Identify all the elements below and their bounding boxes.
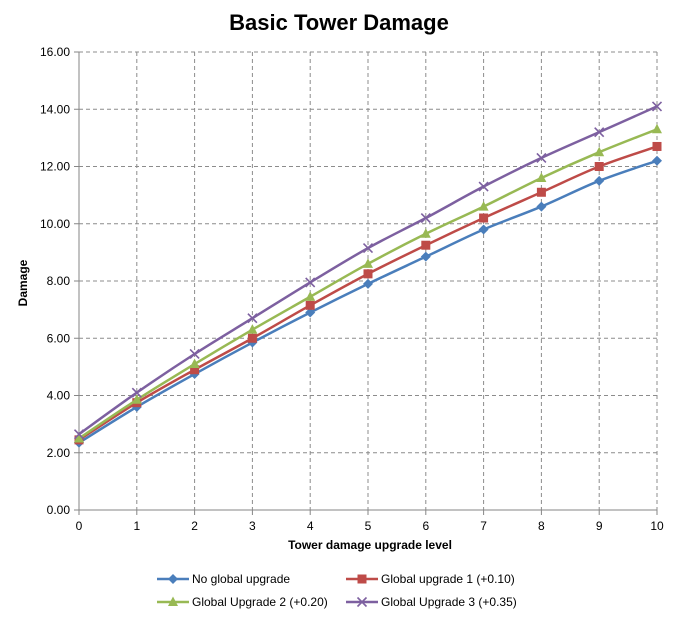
data-point: [536, 172, 547, 182]
legend-marker: [357, 574, 367, 584]
tick-labels: 0.00 2.00 4.00 6.00 8.00 10.00 12.00 14.00 16.00…: [40, 45, 664, 533]
data-point: [247, 333, 257, 343]
x-tick-label: 5: [365, 519, 372, 533]
x-marker-stroke: [73, 429, 85, 440]
data-point: [479, 213, 489, 223]
data-point: [247, 324, 258, 334]
data-point: [305, 307, 316, 318]
data-point: [478, 181, 489, 192]
y-tick-label: 10.00: [40, 217, 70, 231]
data-point: [363, 278, 373, 289]
data-point: [594, 127, 605, 138]
legend-label: Global upgrade 1 (+0.10): [381, 572, 515, 586]
x-tick-label: 1: [133, 519, 140, 533]
legend-item: Global upgrade 1 (+0.10): [346, 572, 515, 586]
x-marker-stroke: [420, 212, 431, 224]
data-point: [363, 269, 373, 279]
data-point: [189, 358, 200, 369]
x-tick-label: 0: [76, 519, 83, 533]
legend-marker: [168, 596, 178, 606]
series-line: [78, 159, 658, 444]
legend-item: Global Upgrade 2 (+0.20): [157, 595, 328, 609]
x-tick-label: 6: [422, 519, 429, 533]
series-group: [73, 101, 663, 448]
x-tick-label: 10: [650, 519, 664, 533]
data-point: [478, 224, 489, 235]
series-3: [74, 123, 662, 443]
data-point: [594, 162, 604, 171]
y-tick-label: 0.00: [47, 503, 71, 517]
data-point: [363, 258, 373, 268]
data-point: [420, 228, 431, 238]
y-tick-label: 12.00: [40, 160, 70, 174]
x-tick-label: 3: [249, 519, 256, 533]
legend: No global upgrade Global upgrade 1 (+0.10…: [157, 572, 517, 609]
data-point: [305, 300, 315, 310]
data-point: [478, 201, 489, 211]
x-tick-label: 4: [307, 519, 314, 533]
series-4: [73, 101, 663, 440]
data-point: [536, 152, 547, 163]
data-point: [420, 251, 431, 262]
data-point: [536, 201, 547, 212]
data-point: [652, 123, 662, 134]
legend-item: Global Upgrade 3 (+0.35): [346, 595, 517, 609]
y-axis-title: Damage: [16, 259, 30, 306]
legend-item: No global upgrade: [157, 572, 290, 586]
x-marker-stroke: [131, 387, 142, 398]
legend-label: No global upgrade: [192, 572, 290, 586]
legend-label: Global Upgrade 3 (+0.35): [381, 595, 517, 609]
x-marker-stroke: [594, 127, 605, 138]
x-marker-stroke: [651, 101, 663, 112]
x-tick-label: 9: [596, 519, 603, 533]
data-point: [74, 432, 84, 443]
x-marker-stroke: [305, 277, 316, 288]
data-point: [594, 146, 605, 157]
x-marker-stroke: [247, 313, 258, 324]
data-point: [305, 277, 316, 288]
y-tick-label: 16.00: [40, 45, 70, 59]
chart-title: Basic Tower Damage: [229, 10, 449, 35]
data-point: [420, 212, 431, 224]
data-point: [652, 155, 662, 166]
y-tick-label: 6.00: [47, 331, 71, 345]
y-tick-label: 14.00: [40, 102, 70, 116]
data-point: [305, 291, 316, 301]
x-marker-stroke: [189, 348, 200, 360]
x-tick-label: 2: [191, 519, 198, 533]
x-marker-stroke: [362, 243, 374, 254]
y-tick-label: 4.00: [47, 389, 71, 403]
data-point: [73, 429, 85, 440]
data-point: [536, 187, 546, 197]
x-axis-title: Tower damage upgrade level: [288, 538, 452, 552]
data-point: [247, 313, 258, 324]
data-point: [131, 387, 142, 398]
y-tick-label: 8.00: [47, 274, 71, 288]
data-point: [131, 394, 142, 404]
data-point: [421, 240, 431, 250]
x-marker-stroke: [478, 181, 489, 192]
x-marker-stroke: [536, 152, 547, 163]
x-tick-label: 8: [538, 519, 545, 533]
series-line: [78, 145, 658, 441]
y-tick-label: 2.00: [47, 446, 71, 460]
data-point: [362, 243, 374, 254]
x-marker-stroke: [356, 596, 368, 608]
x-tick-label: 7: [480, 519, 487, 533]
data-point: [190, 365, 200, 375]
series-1: [74, 155, 662, 448]
legend-marker: [168, 574, 178, 584]
legend-marker: [356, 596, 368, 608]
data-point: [651, 101, 663, 112]
data-point: [594, 175, 605, 186]
data-point: [189, 348, 200, 360]
legend-label: Global Upgrade 2 (+0.20): [192, 595, 328, 609]
data-point: [652, 141, 662, 151]
